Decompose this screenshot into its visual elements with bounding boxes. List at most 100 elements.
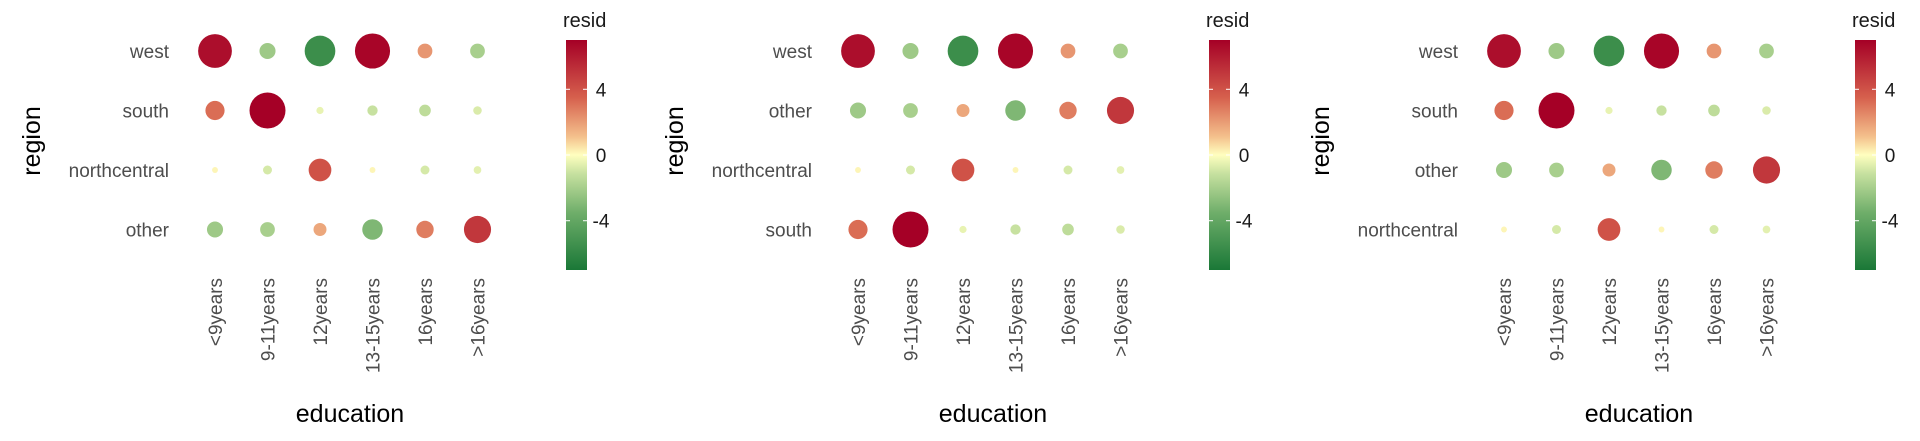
balloon-point (473, 106, 482, 115)
chart-panel-3: region west south other northcentral <9years 9… (1307, 10, 1899, 428)
balloon-point (1762, 225, 1771, 234)
balloon-point (1059, 101, 1077, 120)
balloon-point (951, 158, 975, 182)
balloon-point (1759, 43, 1774, 59)
y-tick-label-south: south (1412, 102, 1458, 123)
balloon-point (1538, 92, 1575, 129)
balloon-point (855, 167, 861, 173)
balloon-point (1005, 100, 1026, 121)
legend-colorbar (1855, 40, 1876, 270)
balloon-point (304, 35, 336, 67)
y-axis-title: region (1307, 106, 1335, 176)
balloon-point (420, 165, 430, 175)
legend-tick-label: 0 (1239, 146, 1250, 167)
balloon-point (1494, 100, 1514, 121)
balloon-point (212, 167, 218, 173)
x-tick-label-0: <9years (849, 278, 870, 346)
legend-tick-label: -4 (1882, 212, 1899, 233)
legend-title: resid (1852, 10, 1895, 32)
balloon-point (1552, 225, 1561, 234)
y-tick-label-other: other (1415, 161, 1459, 182)
balloon-point (849, 102, 867, 119)
balloon-point (1549, 162, 1564, 178)
y-tick-label-other: other (126, 221, 170, 242)
legend-tick-label: -4 (1236, 212, 1253, 233)
chart-panel-1: region west south northcentral other <9years 9… (18, 10, 610, 428)
balloon-point (205, 100, 225, 121)
balloon-point (1708, 104, 1720, 117)
x-tick-label-1: 9-11years (1548, 278, 1569, 361)
y-axis-title: region (18, 106, 46, 176)
balloon-point (841, 34, 875, 68)
y-tick-label-south: south (123, 102, 169, 123)
legend-colorbar (1209, 40, 1230, 270)
balloon-point (417, 43, 433, 59)
balloon-point (947, 35, 979, 67)
y-tick-label-northcentral: northcentral (712, 161, 812, 182)
x-tick-label-2: 12years (954, 278, 975, 346)
x-tick-label-5: >16years (469, 278, 490, 357)
balloon-point (316, 106, 324, 115)
balloon-point (1106, 96, 1135, 125)
x-tick-label-5: >16years (1112, 278, 1133, 357)
balloon-point (956, 104, 970, 117)
legend-tick-label: -4 (593, 212, 610, 233)
x-tick-label-3: 13-15years (1653, 278, 1674, 373)
balloon-point (1752, 156, 1781, 184)
legend-title: resid (563, 10, 606, 32)
legend-colorbar (566, 40, 587, 270)
balloon-point (902, 42, 919, 60)
balloon-point (1060, 43, 1076, 59)
y-tick-label-other: other (769, 102, 813, 123)
x-tick-label-4: 16years (416, 278, 437, 346)
balloon-point (473, 166, 482, 174)
balloon-point (1010, 224, 1021, 235)
balloon-point (1116, 166, 1125, 174)
balloon-point (354, 33, 391, 69)
x-tick-label-3: 13-15years (364, 278, 385, 373)
x-tick-label-4: 16years (1059, 278, 1080, 346)
balloon-point (1706, 43, 1722, 59)
balloon-point (1643, 33, 1680, 69)
x-tick-label-0: <9years (206, 278, 227, 346)
balloon-point (308, 158, 332, 182)
balloon-point (1597, 218, 1621, 241)
balloon-point (892, 211, 929, 248)
balloon-point (1762, 106, 1771, 115)
balloon-point (1602, 163, 1616, 177)
x-tick-label-2: 12years (311, 278, 332, 346)
legend-tick-label: 0 (1885, 146, 1896, 167)
balloon-point (1705, 161, 1723, 179)
balloon-point (260, 222, 275, 237)
balloon-point (367, 105, 378, 116)
x-axis-title: education (1585, 400, 1693, 428)
balloon-point (1658, 226, 1665, 233)
chart-panel-2: region west other northcentral south <9years 9… (661, 10, 1253, 428)
x-tick-label-1: 9-11years (259, 278, 280, 361)
legend-tick-label: 4 (596, 80, 607, 101)
x-axis-title: education (939, 400, 1047, 428)
balloon-point (198, 34, 232, 68)
legend-tick-label: 4 (1239, 80, 1250, 101)
balloon-point (997, 33, 1034, 69)
balloon-point (1651, 159, 1672, 181)
balloon-point (313, 223, 327, 236)
x-tick-label-2: 12years (1600, 278, 1621, 346)
balloon-point (263, 165, 272, 175)
x-tick-label-1: 9-11years (902, 278, 923, 361)
balloon-point (906, 165, 915, 175)
balloon-point (1116, 225, 1125, 234)
balloon-point (1656, 105, 1667, 116)
y-tick-label-northcentral: northcentral (1358, 221, 1458, 242)
balloon-point (416, 220, 434, 239)
balloon-point (470, 43, 485, 59)
y-tick-label-west: west (1418, 42, 1459, 63)
balloon-point (1012, 167, 1019, 173)
balloon-point (1593, 35, 1625, 67)
y-axis-title: region (661, 106, 689, 176)
balloon-point (369, 167, 376, 173)
balloon-point (1548, 42, 1565, 60)
balloon-point (463, 215, 492, 244)
x-axis-title: education (296, 400, 404, 428)
